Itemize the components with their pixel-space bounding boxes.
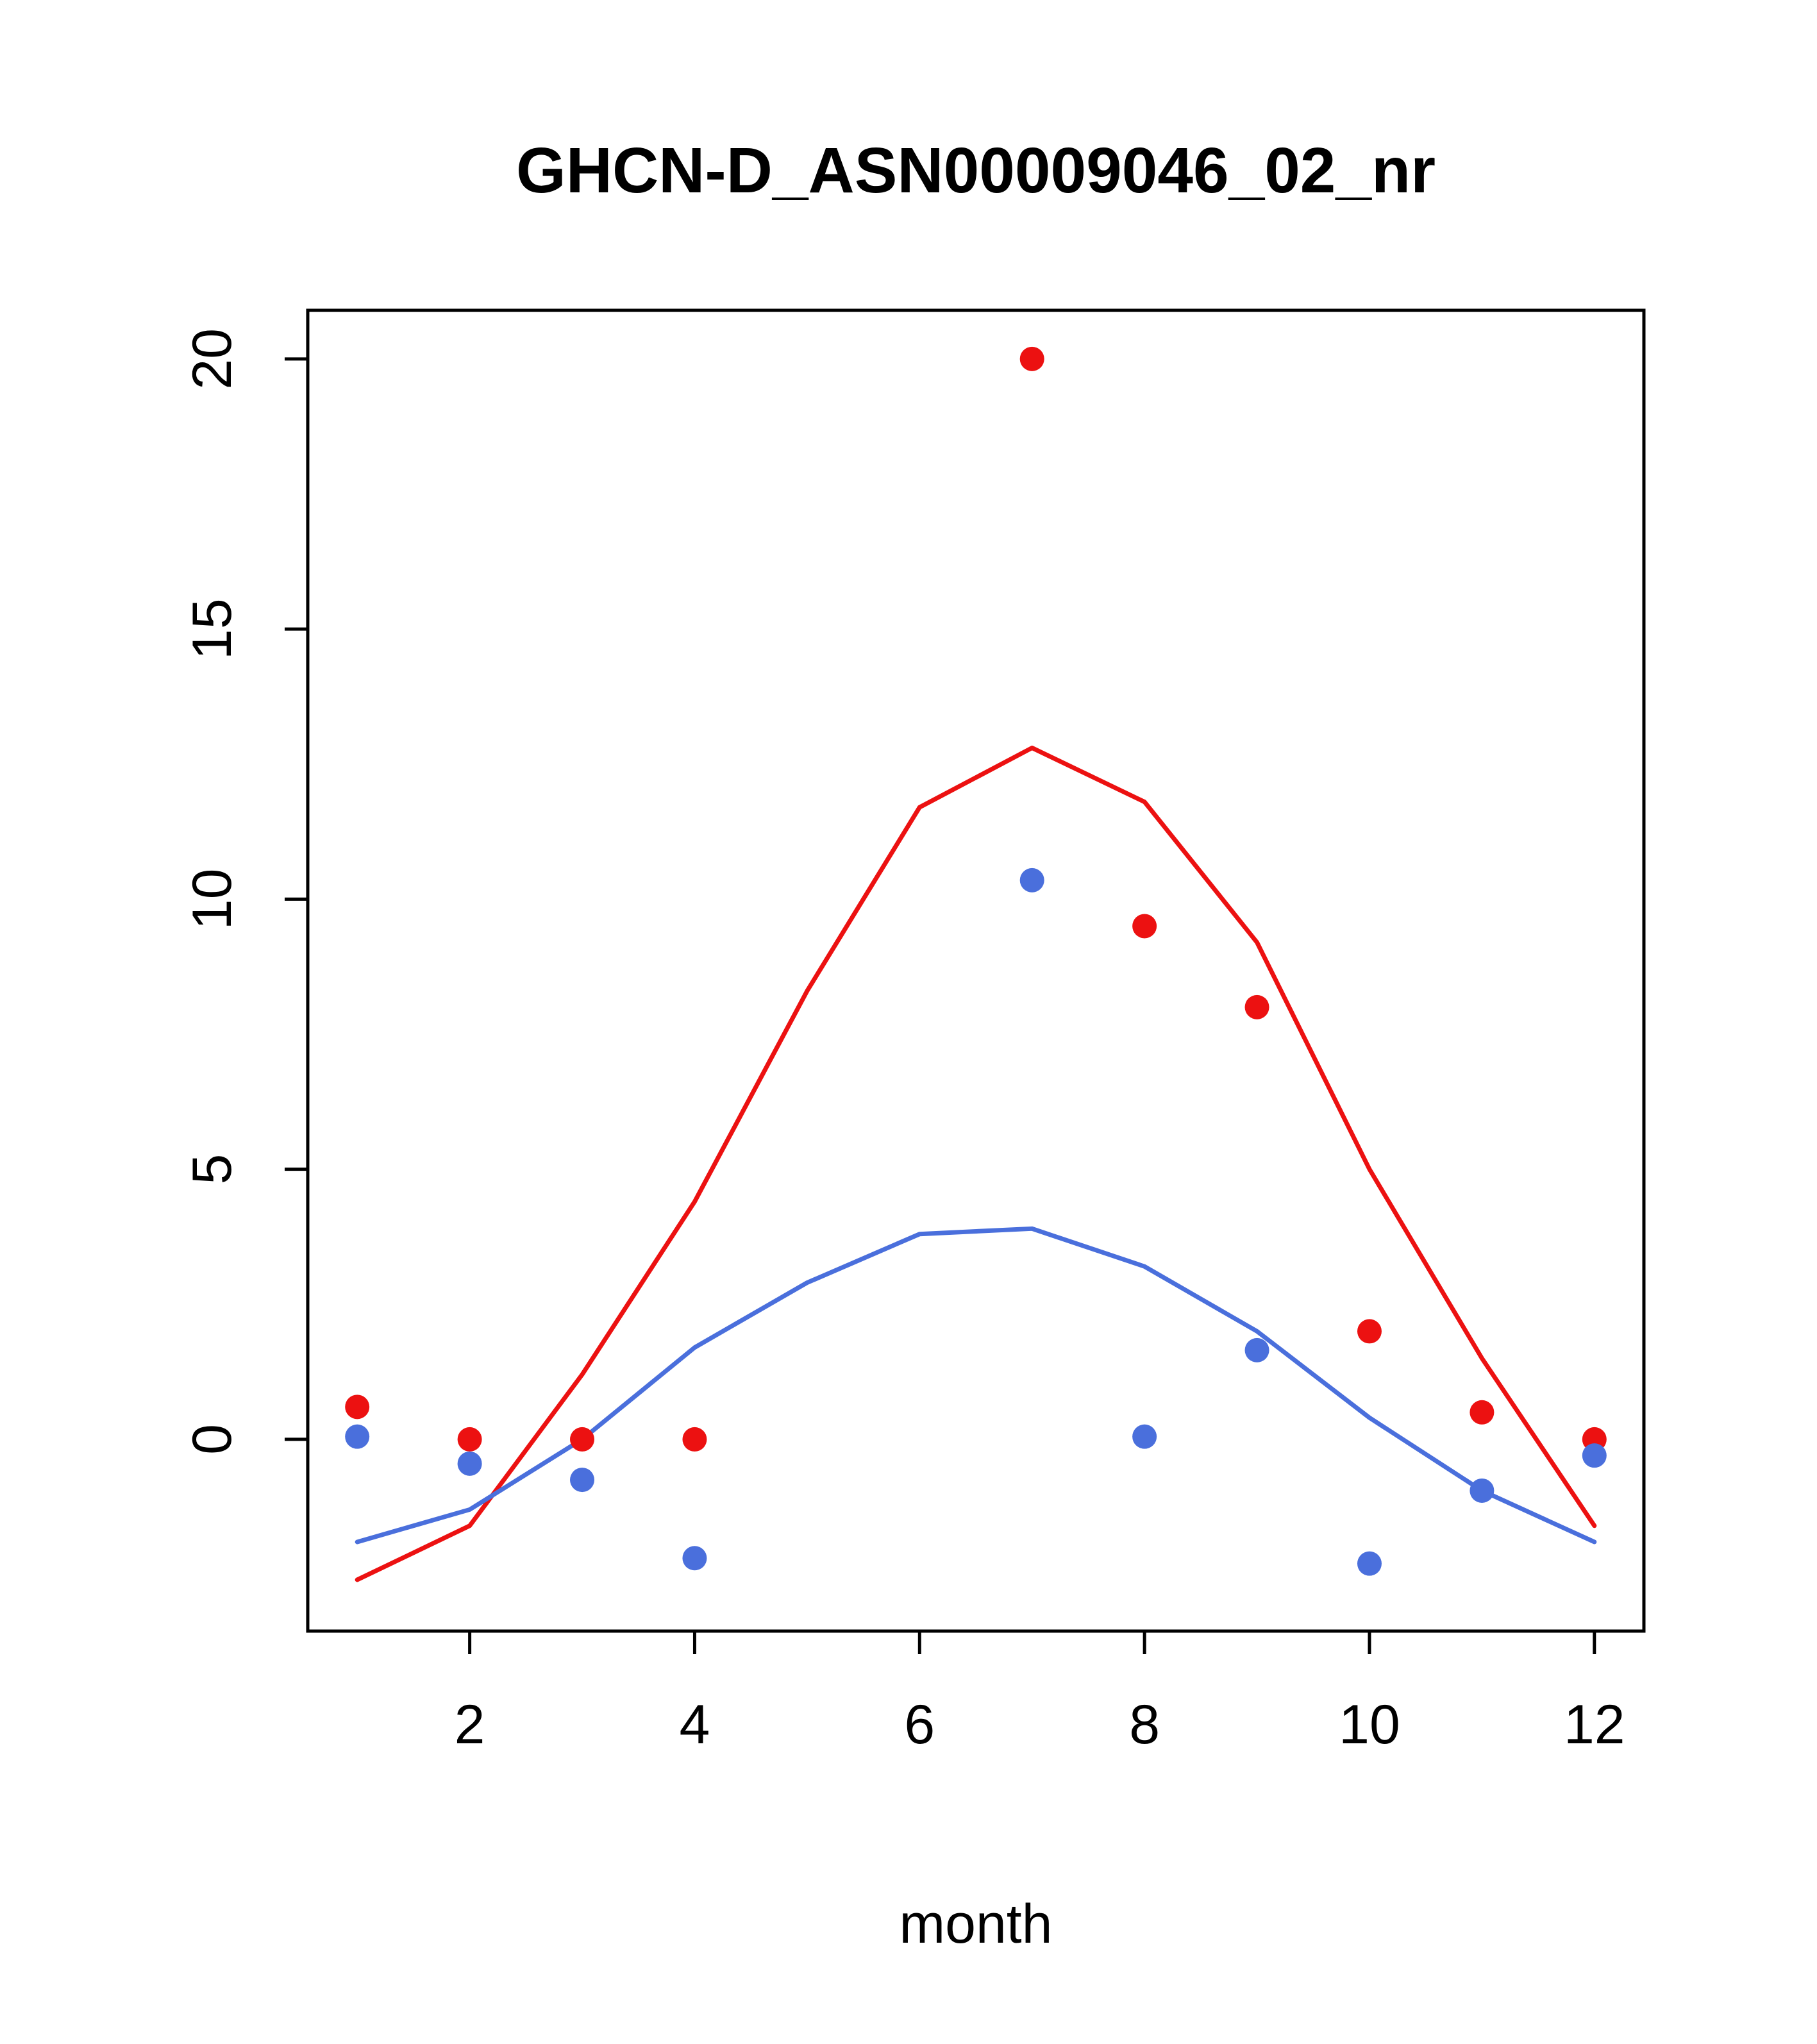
plot-area: 2 4 6 8 10 12 0 5 10 15 20 — [181, 308, 1646, 1755]
red-points-marker — [457, 1427, 482, 1452]
x-tick-label: 6 — [904, 1694, 935, 1755]
x-axis-label: month — [899, 1893, 1052, 1955]
y-tick-label: 15 — [181, 598, 243, 660]
x-tick-label: 4 — [680, 1694, 710, 1755]
blue-points-marker — [1132, 1424, 1157, 1449]
blue-points-marker — [1582, 1443, 1607, 1468]
y-tick-label: 5 — [181, 1154, 243, 1185]
blue-line — [355, 1226, 1597, 1545]
plot-box — [306, 308, 1646, 1633]
red-points-marker — [1244, 994, 1269, 1019]
blue-points-marker — [1019, 867, 1044, 892]
red-line — [355, 745, 1597, 1582]
y-tick-label: 20 — [181, 328, 243, 390]
red-points-marker — [1470, 1400, 1495, 1425]
red-points-marker — [1132, 914, 1157, 939]
x-tick-label: 12 — [1564, 1694, 1625, 1755]
x-tick-label: 2 — [455, 1694, 485, 1755]
y-tick-label: 10 — [181, 869, 243, 930]
blue-points-marker — [345, 1424, 370, 1449]
blue-points-marker — [1470, 1478, 1495, 1503]
x-tick-label: 10 — [1339, 1694, 1400, 1755]
blue-points-marker — [457, 1451, 482, 1476]
blue-points-marker — [570, 1468, 595, 1493]
blue-points-marker — [1244, 1337, 1269, 1362]
blue-points-marker — [682, 1546, 707, 1571]
red-points-marker — [570, 1427, 595, 1452]
blue-points-marker — [1357, 1551, 1382, 1576]
red-points-marker — [1357, 1319, 1382, 1344]
red-points-marker — [682, 1427, 707, 1452]
y-tick-label: 0 — [181, 1424, 243, 1455]
x-tick-label: 8 — [1129, 1694, 1160, 1755]
chart-title: GHCN-D_ASN00009046_02_nr — [516, 135, 1436, 206]
red-points-marker — [345, 1395, 370, 1420]
red-points-marker — [1019, 346, 1044, 371]
